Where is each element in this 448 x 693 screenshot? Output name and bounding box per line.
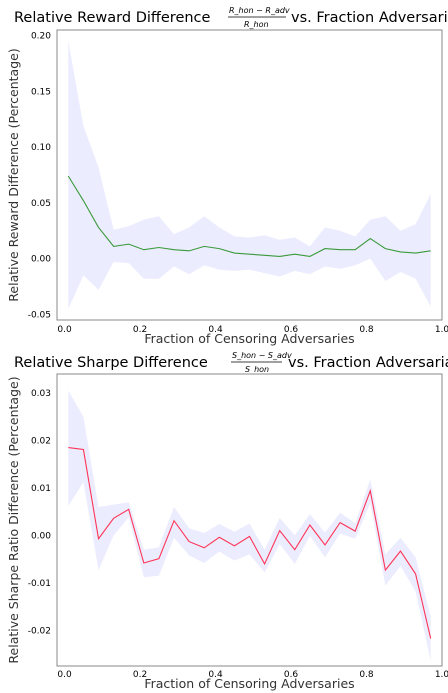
- x-tick-label: 0.0: [57, 325, 72, 335]
- y-tick-label: 0.15: [31, 87, 51, 97]
- x-axis-label: Fraction of Censoring Adversaries: [144, 676, 354, 691]
- x-tick-label: 0.6: [284, 325, 299, 335]
- title-fraction-numerator: R_hon − R_adv: [229, 6, 290, 15]
- series-line: [67, 175, 431, 257]
- chart-title-suffix: vs. Fraction Adversarial: [291, 10, 448, 26]
- confidence-band: [68, 390, 431, 661]
- x-tick-label: 1.0: [435, 670, 448, 680]
- y-tick-label: 0.10: [31, 143, 51, 153]
- x-tick-label: 0.2: [133, 325, 147, 335]
- y-tick-label: -0.05: [28, 310, 51, 320]
- x-tick-label: 0.4: [208, 325, 223, 335]
- x-tick-label: 0.6: [284, 670, 299, 680]
- x-tick-label: 0.8: [359, 325, 374, 335]
- plot-frame: [56, 373, 443, 667]
- y-axis-label: Relative Sharpe Ratio Difference (Percen…: [6, 376, 21, 663]
- series-line: [68, 447, 432, 639]
- x-tick-label: 1.0: [435, 325, 448, 335]
- y-tick-label: -0.01: [28, 579, 51, 589]
- chart-title-suffix: vs. Fraction Adversarial: [288, 355, 448, 371]
- sharpe-difference-chart: Relative Sharpe Difference S_hon − S_adv…: [6, 351, 448, 691]
- title-fraction-denominator: S_hon: [245, 365, 269, 374]
- reward-difference-chart: Relative Reward Difference R_hon − R_adv…: [6, 6, 448, 346]
- x-tick-label: 0.2: [133, 670, 147, 680]
- y-tick-label: 0.20: [31, 32, 51, 42]
- y-tick-label: 0.01: [31, 484, 51, 494]
- y-tick-label: -0.02: [28, 626, 51, 636]
- y-axis-label: Relative Reward Difference (Percentage): [6, 48, 21, 301]
- chart-title: Relative Reward Difference: [14, 10, 211, 26]
- x-tick-label: 0.8: [359, 670, 374, 680]
- confidence-band: [68, 41, 431, 309]
- y-tick-label: 0.02: [31, 436, 51, 446]
- y-tick-label: 0.03: [31, 389, 51, 399]
- x-tick-label: 0.4: [208, 670, 223, 680]
- y-tick-label: 0.00: [31, 255, 51, 265]
- title-fraction-denominator: R_hon: [244, 20, 269, 29]
- x-tick-label: 0.0: [57, 670, 72, 680]
- title-fraction-numerator: S_hon − S_adv: [232, 351, 292, 360]
- y-tick-label: 0.05: [31, 199, 51, 209]
- plot-frame: [56, 29, 443, 321]
- x-axis-label: Fraction of Censoring Adversaries: [144, 331, 354, 346]
- y-tick-label: 0.00: [31, 531, 51, 541]
- chart-title: Relative Sharpe Difference: [14, 355, 208, 371]
